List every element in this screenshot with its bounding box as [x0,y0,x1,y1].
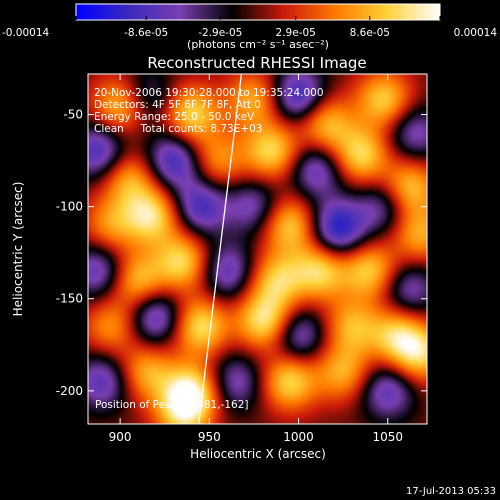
colorbar-units: (photons cm⁻² s⁻¹ asec⁻²) [187,38,329,51]
x-tick-label: 950 [198,430,221,444]
annotation-time: 20-Nov-2006 19:30:28.000 to 19:35:24.000 [94,87,324,99]
y-axis-label: Heliocentric Y (arcsec) [11,182,25,317]
y-tick-label: -50 [63,108,83,122]
colorbar-ticks: -0.00014 -8.6e-05 -2.9e-05 2.9e-05 8.6e-05 0.… [2,16,497,39]
peak-position-label: Position of Peak = [981,-162] [95,399,249,411]
annotation-block: 20-Nov-2006 19:30:28.000 to 19:35:24.000… [94,87,324,135]
y-axis-ticks: -50 -100 -150 -200 [56,108,427,398]
colorbar-tick-label: -2.9e-05 [198,27,242,39]
colorbar-frame [75,3,441,21]
plot-area [88,74,427,424]
annotation-detectors: Detectors: 4F 5F 6F 7F 8F, Att 0 [94,99,261,111]
colorbar: -0.00014 -8.6e-05 -2.9e-05 2.9e-05 8.6e-05 0.… [2,3,497,51]
plot-frame [87,73,428,425]
y-tick-label: -150 [56,292,83,306]
y-tick-label: -100 [56,200,83,214]
solar-limb-line [197,74,243,424]
annotation-energy: Energy Range: 25.0 - 50.0 keV [94,111,255,123]
colorbar-tick-label: 8.6e-05 [350,27,390,39]
colorbar-gradient [76,4,440,20]
colorbar-tick-label: 0.00014 [454,27,498,39]
timestamp: 17-Jul-2013 05:33 [406,486,496,497]
colorbar-tick-label: 2.9e-05 [276,27,316,39]
chart-title: Reconstructed RHESSI Image [147,54,366,72]
heatmap-image [88,74,427,424]
x-axis-label: Heliocentric X (arcsec) [190,447,326,461]
x-tick-label: 900 [109,430,132,444]
x-tick-label: 1000 [283,430,314,444]
colorbar-tick-label: -8.6e-05 [124,27,168,39]
x-tick-label: 1050 [372,430,403,444]
x-axis-ticks: 900 950 1000 1050 [109,74,403,444]
y-tick-label: -200 [56,384,83,398]
annotation-counts: Clean Total counts: 8.73E+03 [94,123,263,135]
colorbar-tick-label: -0.00014 [2,27,50,39]
